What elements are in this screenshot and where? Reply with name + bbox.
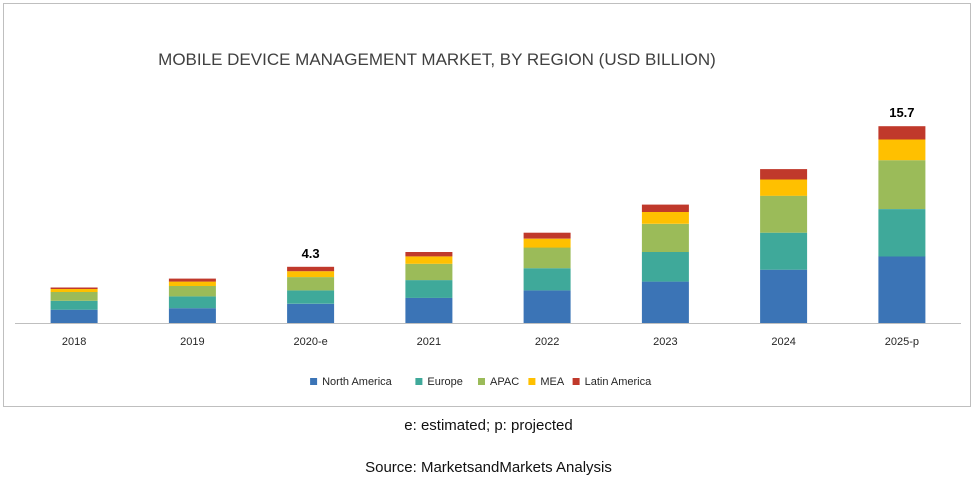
bar-segment-north-america-2023 xyxy=(641,281,689,323)
bar-segment-north-america-2021 xyxy=(405,297,453,323)
bar-segment-mea-2022 xyxy=(523,238,571,248)
x-tick-label: 2022 xyxy=(535,336,559,348)
legend: North America Europe APAC MEA Latin America xyxy=(310,376,652,388)
bar-segment-north-america-2025-p xyxy=(878,256,926,323)
bar-segment-north-america-2022 xyxy=(523,290,571,323)
x-tick-label: 2024 xyxy=(771,336,795,348)
x-tick-label: 2020-e xyxy=(293,336,327,348)
bar-segment-north-america-2024 xyxy=(760,269,808,323)
x-tick-label: 2023 xyxy=(653,336,677,348)
bar-segment-latin-america-2019 xyxy=(168,278,216,282)
bar-segment-europe-2018 xyxy=(50,300,98,310)
bar-segment-north-america-2018 xyxy=(50,309,98,323)
bar-segment-europe-2021 xyxy=(405,280,453,298)
bar-segment-apac-2019 xyxy=(168,286,216,297)
total-labels: 4.3 15.7 xyxy=(302,105,915,261)
bar-segment-apac-2023 xyxy=(641,223,689,252)
x-tick-labels: 2018 2019 2020-e 2021 2022 2023 2024 2025-p xyxy=(62,336,919,348)
bar-segment-latin-america-2024 xyxy=(760,169,808,180)
legend-label-mea: MEA xyxy=(540,376,565,388)
bar-segment-latin-america-2021 xyxy=(405,252,453,257)
bar-segment-mea-2023 xyxy=(641,212,689,224)
legend-label-europe: Europe xyxy=(427,376,462,388)
bar-segment-europe-2025-p xyxy=(878,209,926,257)
bar-segment-europe-2024 xyxy=(760,232,808,270)
bar-segment-apac-2020-e xyxy=(287,277,335,291)
bar-segment-mea-2018 xyxy=(50,289,98,292)
legend-swatch-apac xyxy=(478,378,485,385)
bar-segment-latin-america-2023 xyxy=(641,204,689,212)
x-tick-label: 2019 xyxy=(180,336,204,348)
bar-segment-mea-2020-e xyxy=(287,271,335,278)
x-tick-label: 2018 xyxy=(62,336,86,348)
source-note: Source: MarketsandMarkets Analysis xyxy=(365,459,612,476)
bar-segment-apac-2024 xyxy=(760,195,808,233)
bar-segment-apac-2021 xyxy=(405,263,453,281)
bar-segment-latin-america-2018 xyxy=(50,287,98,289)
legend-swatch-latin-america xyxy=(572,378,580,385)
bar-segment-europe-2019 xyxy=(168,296,216,309)
bar-segment-mea-2024 xyxy=(760,179,808,196)
chart-title: MOBILE DEVICE MANAGEMENT MARKET, BY REGI… xyxy=(158,50,716,69)
bar-segment-europe-2023 xyxy=(641,252,689,282)
bar-segment-latin-america-2025-p xyxy=(878,126,926,140)
estimation-note: e: estimated; p: projected xyxy=(404,417,573,434)
legend-swatch-north-america xyxy=(310,378,318,385)
chart-frame xyxy=(3,3,971,407)
legend-swatch-europe xyxy=(415,378,423,385)
total-label-2020-e: 4.3 xyxy=(302,246,320,261)
bar-segment-apac-2022 xyxy=(523,247,571,269)
bars-group xyxy=(50,126,926,323)
bar-segment-apac-2018 xyxy=(50,291,98,301)
bar-segment-mea-2021 xyxy=(405,256,453,264)
bar-segment-europe-2020-e xyxy=(287,290,335,304)
legend-swatch-mea xyxy=(528,378,536,385)
bar-segment-europe-2022 xyxy=(523,268,571,291)
x-tick-label: 2025-p xyxy=(885,336,919,348)
bar-segment-north-america-2019 xyxy=(168,308,216,323)
bar-segment-mea-2025-p xyxy=(878,139,926,161)
total-label-2025-p: 15.7 xyxy=(889,105,914,120)
legend-label-apac: APAC xyxy=(490,376,519,388)
bar-segment-north-america-2020-e xyxy=(287,303,335,323)
bar-segment-latin-america-2020-e xyxy=(287,266,335,272)
legend-label-latin-america: Latin America xyxy=(585,376,653,388)
legend-label-north-america: North America xyxy=(322,376,393,388)
bar-segment-mea-2019 xyxy=(168,281,216,286)
bar-segment-latin-america-2022 xyxy=(523,232,571,239)
bar-segment-apac-2025-p xyxy=(878,160,926,209)
stacked-bar-chart: MOBILE DEVICE MANAGEMENT MARKET, BY REGI… xyxy=(15,50,961,388)
x-tick-label: 2021 xyxy=(417,336,441,348)
